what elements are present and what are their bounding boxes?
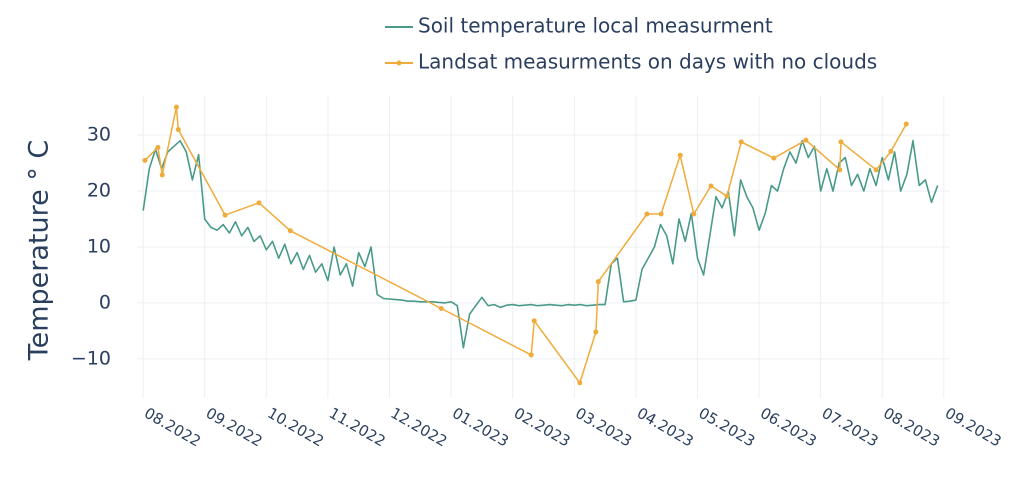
y-tick-label: 10 (87, 236, 111, 258)
marker (438, 306, 444, 312)
x-tick-label: 08.2023 (880, 404, 943, 451)
y-axis-title: Temperature ° C (24, 140, 55, 362)
x-tick-label: 04.2023 (634, 404, 697, 451)
legend-label: Soil temperature local measurment (418, 14, 773, 38)
series-line (144, 106, 907, 384)
marker (142, 157, 148, 163)
marker (531, 318, 537, 324)
marker (738, 139, 744, 145)
marker (159, 172, 165, 178)
marker (724, 193, 730, 199)
x-tick-label: 12.2022 (388, 404, 451, 451)
marker (691, 211, 697, 217)
marker (595, 279, 601, 285)
legend-marker (396, 60, 402, 66)
legend-label: Landsat measurments on days with no clou… (418, 50, 877, 74)
marker (256, 200, 262, 206)
marker (528, 352, 534, 358)
series-line (142, 139, 939, 349)
marker (888, 148, 894, 154)
marker (873, 167, 879, 173)
y-tick-label: 0 (99, 291, 111, 313)
marker (155, 144, 161, 150)
marker (173, 104, 179, 110)
x-tick-label: 06.2023 (757, 404, 820, 451)
x-tick-label: 02.2023 (511, 404, 574, 451)
x-tick-label: 09.2023 (942, 404, 1005, 451)
marker (708, 183, 714, 189)
marker (658, 211, 664, 217)
marker (287, 228, 293, 234)
marker (771, 155, 777, 161)
y-tick-label: −10 (71, 347, 111, 369)
marker (803, 137, 809, 143)
marker (838, 139, 844, 145)
x-tick-label: 01.2023 (449, 404, 512, 451)
marker (175, 127, 181, 133)
marker (837, 167, 843, 173)
x-tick-label: 07.2023 (819, 404, 882, 451)
x-tick-label: 09.2022 (203, 404, 266, 451)
y-tick-label: 30 (87, 124, 111, 146)
marker (903, 121, 909, 127)
marker (222, 212, 228, 218)
marker (593, 329, 599, 335)
x-tick-label: 11.2022 (326, 404, 389, 451)
x-tick-label: 03.2023 (572, 404, 635, 451)
x-tick-label: 05.2023 (695, 404, 758, 451)
marker (644, 211, 650, 217)
x-tick-label: 10.2022 (264, 404, 327, 451)
marker (677, 152, 683, 158)
y-tick-label: 20 (87, 180, 111, 202)
x-tick-label: 08.2022 (141, 404, 204, 451)
marker (577, 380, 583, 386)
